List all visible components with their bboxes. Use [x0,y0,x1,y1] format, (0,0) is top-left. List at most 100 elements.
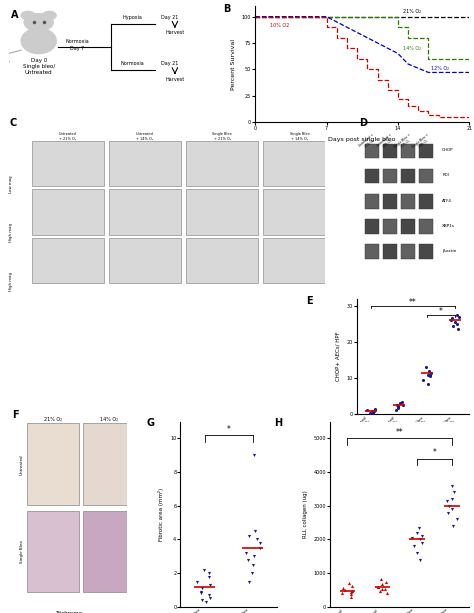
Point [205,568,213,578]
Y-axis label: RLL collagen (ug): RLL collagen (ug) [303,490,308,538]
Point [419,538,426,548]
Point [348,581,356,591]
Point [369,406,377,416]
Text: 14% O₂: 14% O₂ [100,417,118,422]
X-axis label: Days post single bleo: Days post single bleo [328,137,396,142]
Bar [365,169,379,183]
Point [447,315,455,325]
Point [244,555,252,565]
Point [341,585,349,595]
Point [450,487,458,497]
Text: 10% O2: 10% O2 [271,23,290,28]
Point [414,528,421,538]
Bar [419,245,433,259]
Point [426,371,434,381]
Point [347,592,355,602]
Text: Untreated
+ 21% O₂: Untreated + 21% O₂ [59,132,77,141]
Point [198,595,206,605]
Point [364,405,371,415]
Point [347,587,355,596]
Bar [263,238,336,283]
Point [207,593,214,603]
Point [249,560,256,569]
Bar [383,219,397,234]
Point [198,584,205,593]
Point [378,579,385,589]
Text: Untreated: Untreated [25,70,53,75]
Text: F: F [12,409,18,420]
Point [454,319,461,329]
Point [256,538,264,548]
Text: Untreated +
21% O₂: Untreated + 21% O₂ [358,132,378,151]
Point [383,588,391,598]
Point [369,407,377,417]
Bar [401,245,415,259]
Text: 21% O₂: 21% O₂ [403,9,421,15]
Text: 21% O₂: 21% O₂ [44,417,62,422]
Y-axis label: CHOP+ AECs/ HPF: CHOP+ AECs/ HPF [336,332,341,381]
Text: Trichrome: Trichrome [55,611,82,613]
Text: CHOP: CHOP [0,255,2,266]
Point [374,582,382,592]
Circle shape [43,12,56,20]
Text: C: C [9,118,17,128]
Point [345,579,352,588]
Point [449,521,456,531]
Bar [383,245,397,259]
Bar [401,144,415,158]
Point [422,362,429,372]
Point [339,583,346,593]
Text: High mag: High mag [9,272,13,291]
Point [451,317,459,327]
Bar [263,140,336,186]
Point [382,584,389,593]
Text: B: B [223,4,230,14]
Text: Untreated
+ 14% O₂: Untreated + 14% O₂ [136,132,154,141]
Point [250,552,257,562]
Point [427,370,434,380]
Text: XBP1s: XBP1s [442,224,455,227]
Bar [109,238,181,283]
Point [399,400,406,410]
Bar [27,511,79,592]
Bar [401,219,415,234]
Text: Day 0: Day 0 [30,58,47,63]
Bar [186,189,258,235]
Y-axis label: Fibrotic area (mm²): Fibrotic area (mm²) [158,487,164,541]
Text: Untreated +
14% O₂: Untreated + 14% O₂ [376,132,396,151]
Point [396,398,404,408]
Bar [383,169,397,183]
Point [445,501,453,511]
Text: Single Bleo
+ 14% O₂: Single Bleo + 14% O₂ [290,132,310,141]
Point [253,535,261,544]
Text: Single Bleo +
14% O₂: Single Bleo + 14% O₂ [411,132,433,152]
Point [371,404,379,414]
Bar [419,194,433,208]
Point [398,397,405,406]
Point [413,548,421,558]
Point [417,555,424,565]
Bar [263,189,336,235]
Bar [109,189,181,235]
Bar [109,140,181,186]
Point [454,324,461,334]
Bar [32,238,104,283]
Point [245,531,253,541]
Point [374,582,382,592]
Bar [82,424,135,505]
Text: β-actin: β-actin [442,249,456,253]
Point [427,368,435,378]
Circle shape [21,12,35,20]
Point [426,366,433,376]
Bar [419,219,433,234]
Point [382,577,389,587]
Text: D: D [359,118,367,128]
Text: PDI: PDI [442,173,449,177]
Text: 12% O₂: 12% O₂ [430,66,448,71]
Bar [186,238,258,283]
Point [379,584,386,594]
Point [206,580,214,590]
Bar [383,144,397,158]
Text: High mag: High mag [9,223,13,242]
Point [251,526,258,536]
